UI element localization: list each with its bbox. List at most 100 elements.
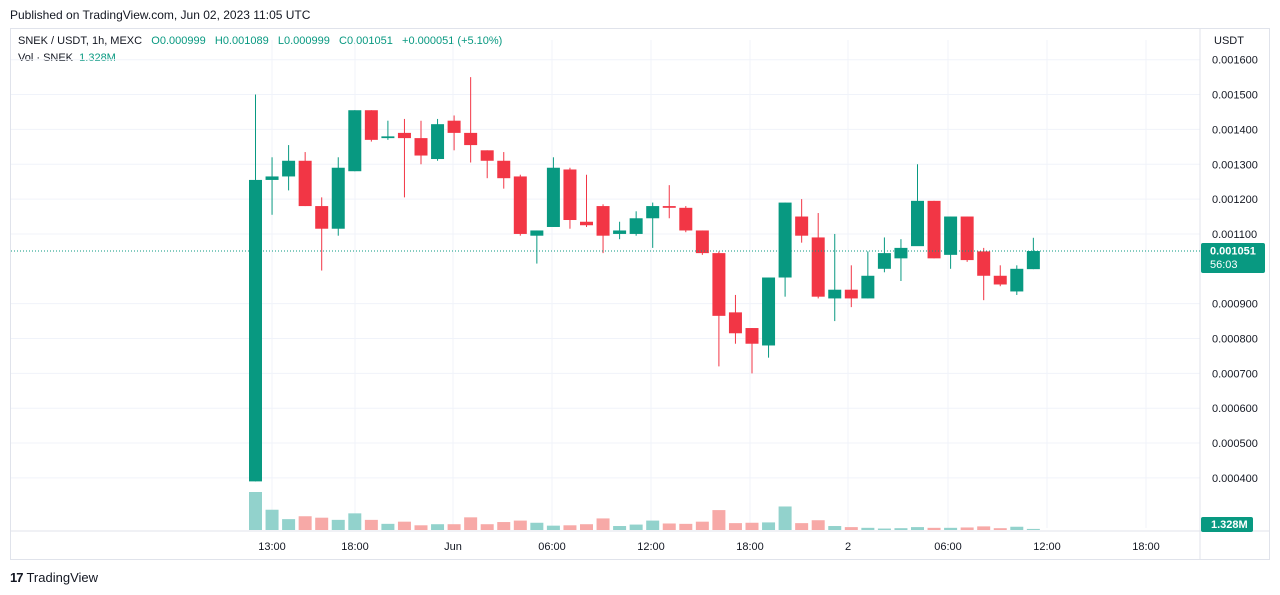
x-tick-label: 12:00	[637, 541, 665, 553]
volume-bar	[811, 520, 825, 530]
candle-body	[993, 275, 1007, 285]
candle-body	[944, 216, 958, 255]
volume-bar	[1010, 526, 1024, 530]
time-axis: 13:00 18:00 Jun 06:00 12:00 18:00 2 06:00 12:00 1…	[258, 541, 1160, 553]
volume-bar	[844, 527, 858, 530]
symbol-label[interactable]: SNEK / USDT, 1h, MEXC	[18, 35, 143, 47]
candle-body	[480, 150, 494, 161]
volume-bar	[464, 517, 478, 530]
volume-bar	[563, 525, 577, 530]
volume-bar	[530, 522, 544, 530]
volume-bars	[249, 492, 1040, 530]
candle-body	[282, 160, 296, 177]
volume-bar	[546, 525, 560, 530]
x-tick-label: 18:00	[341, 541, 369, 553]
tradingview-brand[interactable]: 17 TradingView	[10, 570, 98, 585]
y-tick-label: 0.001600	[1212, 55, 1258, 67]
volume-bar	[960, 527, 974, 530]
last-price-badge	[1201, 243, 1265, 274]
volume-bar	[414, 525, 428, 530]
volume-bar	[381, 523, 395, 530]
candle-body	[778, 202, 792, 278]
candle-body	[431, 124, 445, 160]
candle-body	[464, 132, 478, 146]
currency-label[interactable]: USDT	[1214, 35, 1244, 47]
volume-label[interactable]: Vol · SNEK	[18, 52, 74, 64]
ohlc-legend: SNEK / USDT, 1h, MEXC O0.000999 H0.00108…	[18, 35, 502, 47]
volume-bar	[778, 506, 792, 530]
candle-body	[960, 216, 974, 261]
candle-body	[331, 167, 345, 229]
tradingview-logo-icon: 17	[10, 570, 24, 585]
volume-legend: Vol · SNEK 1.328M	[18, 52, 116, 64]
candle-body	[712, 253, 726, 316]
candle-body	[596, 206, 610, 236]
candle-body	[1026, 251, 1040, 270]
candle-body	[530, 230, 544, 236]
x-tick-label: Jun	[444, 541, 462, 553]
candle-body	[298, 160, 312, 207]
x-tick-label: 2	[845, 541, 851, 553]
volume-bar	[298, 516, 312, 530]
volume-bar	[431, 524, 445, 530]
volume-bar	[1026, 528, 1040, 530]
candle-body	[563, 169, 577, 221]
candle-body	[762, 277, 776, 346]
volume-bar	[861, 527, 875, 530]
volume-value: 1.328M	[79, 52, 116, 64]
published-note: Published on TradingView.com, Jun 02, 20…	[10, 8, 311, 22]
candle-body	[795, 216, 809, 236]
volume-bar	[712, 510, 726, 530]
volume-bar	[497, 522, 511, 530]
candle-body	[828, 289, 842, 299]
candle-body	[397, 132, 411, 139]
brand-name: TradingView	[26, 570, 99, 585]
volume-badge-label: 1.328M	[1211, 519, 1248, 531]
candle-body	[315, 206, 329, 229]
y-tick-label: 0.000600	[1212, 403, 1258, 415]
candle-body	[811, 237, 825, 297]
x-tick-label: 18:00	[736, 541, 764, 553]
candle-body	[381, 136, 395, 139]
candle-body	[695, 230, 709, 254]
grid	[11, 29, 1269, 559]
candle-body	[1010, 268, 1024, 292]
y-tick-label: 0.000900	[1212, 299, 1258, 311]
volume-bar	[282, 519, 296, 530]
volume-bar	[364, 519, 378, 530]
volume-bar	[911, 527, 924, 530]
candle-body	[580, 221, 593, 226]
y-tick-label: 0.000800	[1212, 334, 1258, 346]
bar-countdown-label: 56:03	[1210, 259, 1238, 271]
volume-bar	[795, 523, 809, 530]
candle-body	[861, 275, 875, 299]
price-axis: 0.001600 0.001500 0.001400 0.001300 0.001200…	[1212, 55, 1258, 485]
volume-bar	[265, 509, 279, 530]
volume-bar	[348, 513, 362, 530]
candle-body	[249, 179, 262, 482]
volume-bar	[977, 526, 991, 530]
volume-bar	[695, 521, 709, 530]
volume-bar	[679, 523, 693, 530]
y-tick-label: 0.001200	[1212, 194, 1258, 206]
x-tick-label: 06:00	[934, 541, 962, 553]
x-tick-label: 06:00	[538, 541, 566, 553]
volume-bar	[762, 522, 776, 530]
candle-body	[646, 206, 660, 219]
x-tick-label: 13:00	[258, 541, 286, 553]
volume-bar	[513, 520, 527, 530]
x-tick-label: 12:00	[1033, 541, 1061, 553]
volume-bar	[613, 526, 627, 530]
y-tick-label: 0.000700	[1212, 368, 1258, 380]
candle-body	[894, 247, 908, 259]
y-tick-label: 0.001300	[1212, 159, 1258, 171]
candle-body	[877, 253, 891, 269]
y-tick-label: 0.001100	[1212, 229, 1257, 241]
y-tick-label: 0.001400	[1212, 124, 1258, 136]
volume-bar	[662, 523, 676, 530]
volume-bar	[397, 521, 411, 530]
volume-bar	[629, 524, 643, 530]
volume-bar	[894, 528, 908, 530]
